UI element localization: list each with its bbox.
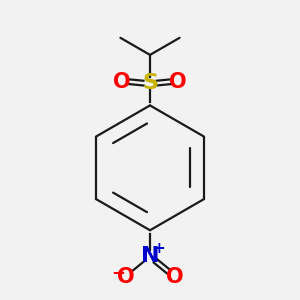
Text: O: O — [113, 72, 130, 92]
Text: −: − — [111, 263, 125, 281]
Text: +: + — [152, 242, 165, 256]
Text: S: S — [142, 73, 158, 93]
Text: O: O — [166, 267, 183, 287]
Text: N: N — [141, 245, 159, 266]
Text: O: O — [117, 267, 134, 287]
Text: O: O — [169, 72, 187, 92]
